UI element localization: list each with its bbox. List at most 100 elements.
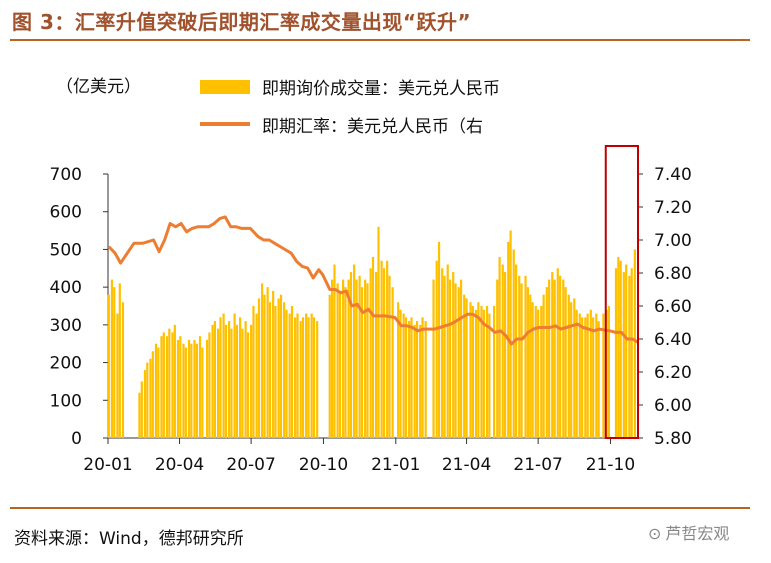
volume-bar bbox=[542, 294, 545, 438]
volume-bar bbox=[564, 287, 567, 438]
rate-line bbox=[107, 215, 639, 346]
volume-bar bbox=[537, 309, 540, 438]
volume-bar bbox=[526, 287, 530, 438]
volume-bar bbox=[257, 298, 261, 438]
volume-bar bbox=[625, 264, 628, 438]
volume-bar bbox=[305, 313, 308, 438]
volume-bar bbox=[556, 268, 559, 438]
volume-bar bbox=[570, 302, 573, 438]
volume-bar bbox=[211, 324, 214, 438]
volume-bar bbox=[283, 302, 286, 438]
volume-bar bbox=[316, 321, 319, 438]
volume-bar bbox=[551, 272, 554, 438]
volume-bar bbox=[227, 321, 231, 438]
volume-bar bbox=[143, 370, 147, 438]
right-tick-label: 7.40 bbox=[654, 165, 692, 185]
volume-bar bbox=[331, 279, 334, 438]
watermark: ⊙ 芦哲宏观 bbox=[648, 520, 729, 544]
volume-bar bbox=[545, 287, 548, 438]
volume-bar bbox=[151, 351, 154, 438]
page-title: 图 3：汇率升值突破后即期汇率成交量出现“跃升” bbox=[12, 10, 472, 34]
volume-bar bbox=[578, 313, 581, 438]
volume-bar bbox=[477, 302, 480, 438]
volume-bar bbox=[482, 309, 485, 438]
right-tick-label: 6.00 bbox=[654, 396, 692, 416]
x-tick-label: 20-10 bbox=[299, 455, 348, 475]
x-tick-label: 20-01 bbox=[83, 455, 132, 475]
x-axis: 20-01 20-04 20-07 20-10 21-01 21-04 21-07 21-10 bbox=[83, 437, 638, 475]
volume-bar bbox=[213, 321, 217, 438]
volume-bar bbox=[474, 309, 478, 438]
volume-bar bbox=[419, 324, 422, 438]
volume-bar bbox=[230, 328, 233, 438]
volume-bar bbox=[307, 317, 310, 438]
volume-bar bbox=[584, 317, 587, 438]
volume-bar bbox=[235, 324, 239, 438]
volume-bar bbox=[463, 294, 466, 438]
volume-bar bbox=[222, 313, 225, 438]
volume-bar bbox=[219, 317, 222, 438]
rate-line-path bbox=[107, 215, 639, 346]
watermark-text: 芦哲宏观 bbox=[665, 524, 730, 543]
x-tick-label: 21-07 bbox=[513, 455, 562, 475]
volume-bar bbox=[255, 313, 258, 438]
volume-bar bbox=[397, 302, 400, 438]
volume-bar bbox=[353, 264, 356, 438]
volume-bar bbox=[382, 268, 386, 438]
volume-bar bbox=[165, 336, 169, 438]
volume-bar bbox=[454, 283, 457, 438]
volume-bar bbox=[208, 332, 211, 438]
volume-bar bbox=[457, 287, 460, 438]
volume-bar bbox=[157, 347, 160, 438]
volume-bar bbox=[195, 343, 198, 438]
volume-bar bbox=[540, 306, 543, 438]
volume-bar bbox=[198, 336, 202, 438]
volume-bar bbox=[443, 275, 446, 438]
left-tick-label: 600 bbox=[50, 203, 82, 223]
volume-bar bbox=[518, 275, 521, 438]
volume-bar bbox=[338, 290, 342, 438]
volume-bar bbox=[358, 275, 361, 438]
legend: （亿美元） 即期询价成交量：美元兑人民币 即期汇率：美元兑人民币（右 bbox=[56, 77, 500, 137]
highlight-box bbox=[604, 145, 639, 439]
volume-bar bbox=[619, 260, 622, 438]
left-tick-label: 0 bbox=[71, 429, 82, 449]
volume-bar bbox=[529, 294, 532, 438]
volume-bar bbox=[187, 339, 191, 438]
volume-bar bbox=[581, 317, 584, 438]
volume-bar bbox=[617, 256, 620, 438]
volume-bar bbox=[121, 302, 125, 438]
legend-line-label: 即期汇率：美元兑人民币（右 bbox=[262, 117, 483, 137]
volume-bar bbox=[312, 317, 316, 438]
x-tick-label: 21-01 bbox=[371, 455, 420, 475]
volume-bar bbox=[263, 294, 266, 438]
volume-bar bbox=[328, 294, 331, 438]
x-tick-label: 21-04 bbox=[442, 455, 491, 475]
volume-bar bbox=[179, 336, 182, 438]
volume-bar bbox=[171, 332, 174, 438]
volume-bar bbox=[524, 275, 527, 438]
volume-bar bbox=[573, 298, 576, 438]
volume-bar bbox=[586, 313, 589, 438]
volume-bar bbox=[575, 309, 578, 438]
volume-bar bbox=[347, 279, 350, 438]
volume-bar bbox=[274, 306, 277, 438]
volume-bar bbox=[562, 279, 565, 438]
volume-bar bbox=[138, 392, 141, 438]
volume-bar bbox=[633, 249, 636, 438]
volume-bar bbox=[492, 306, 496, 438]
right-tick-label: 6.60 bbox=[654, 297, 692, 317]
volume-bar bbox=[310, 313, 313, 438]
right-tick-label: 7.00 bbox=[654, 231, 692, 251]
volume-bar bbox=[279, 294, 283, 438]
volume-bar bbox=[622, 272, 625, 438]
volume-bar bbox=[233, 313, 236, 438]
volume-bar bbox=[452, 272, 455, 438]
legend-bar-label: 即期询价成交量：美元兑人民币 bbox=[262, 79, 500, 99]
volume-bar bbox=[607, 306, 611, 438]
volume-bar bbox=[285, 309, 288, 438]
volume-bar bbox=[290, 306, 294, 438]
left-tick-label: 700 bbox=[50, 165, 82, 185]
volume-bar bbox=[355, 279, 358, 438]
volume-bar bbox=[118, 283, 121, 438]
